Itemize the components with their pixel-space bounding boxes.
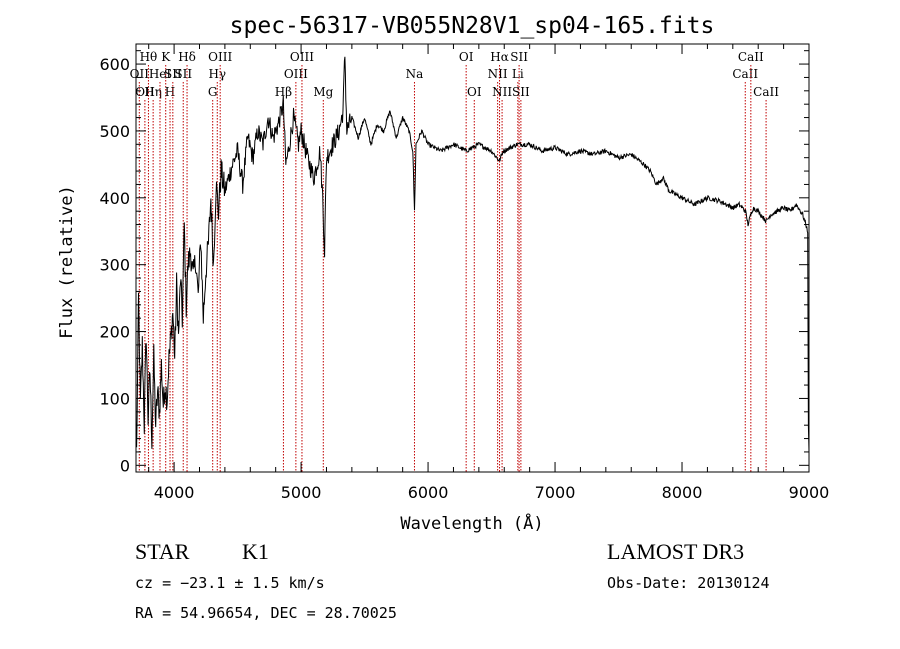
- line-label: Na: [406, 67, 424, 81]
- line-label: Hγ: [208, 67, 226, 81]
- object-subclass: K1: [242, 539, 269, 564]
- line-label: Li: [512, 67, 524, 81]
- x-tick-label: 4000: [154, 483, 195, 502]
- x-tick-label: 6000: [408, 483, 449, 502]
- survey-name: LAMOST DR3: [607, 539, 745, 564]
- line-label: OII: [130, 67, 150, 81]
- line-label: K: [161, 50, 171, 64]
- y-tick-label: 200: [99, 323, 130, 342]
- line-label: Hβ: [275, 85, 292, 99]
- x-tick-label: 9000: [789, 483, 830, 502]
- line-label: CaII: [753, 85, 779, 99]
- line-label: Hα: [490, 50, 509, 64]
- line-label: OI: [459, 50, 474, 64]
- y-tick-label: 0: [120, 456, 130, 475]
- line-label: Hθ: [140, 50, 158, 64]
- x-tick-label: 8000: [662, 483, 703, 502]
- line-label: OIII: [208, 50, 232, 64]
- axis-ticks: 4000 5000 6000 7000 8000 9000 0 100 200 300 400 500…: [99, 44, 829, 502]
- line-markers: OIIOIIHθHηHeIKHSIISIIHδGHγOIIIHβOIIIOIII…: [130, 50, 779, 472]
- line-label: NII: [488, 67, 508, 81]
- line-label: SII: [174, 67, 192, 81]
- spectrum-line: [136, 56, 810, 452]
- line-label: G: [208, 85, 218, 99]
- plot-frame: [135, 43, 810, 473]
- x-tick-label: 7000: [535, 483, 576, 502]
- line-label: SII: [512, 85, 530, 99]
- y-tick-label: 100: [99, 389, 130, 408]
- y-tick-label: 400: [99, 189, 130, 208]
- line-label: OII: [135, 85, 155, 99]
- y-tick-label: 500: [99, 122, 130, 141]
- line-label: OIII: [290, 50, 314, 64]
- line-label: OIII: [284, 67, 308, 81]
- line-label: Hδ: [178, 50, 196, 64]
- line-label: SII: [164, 67, 182, 81]
- line-label: H: [165, 85, 175, 99]
- line-label: Mg: [313, 85, 333, 99]
- object-class: STAR: [135, 539, 190, 564]
- line-label: CaII: [732, 67, 758, 81]
- x-axis-label: Wavelength (Å): [400, 512, 543, 534]
- redshift-cz: cz = −23.1 ± 1.5 km/s: [135, 574, 325, 592]
- y-axis-label: Flux (relative): [57, 185, 77, 339]
- y-tick-label: 600: [99, 55, 130, 74]
- chart-title: spec-56317-VB055N28V1_sp04-165.fits: [230, 13, 715, 39]
- line-label: Hη: [144, 85, 162, 99]
- line-label: OI: [467, 85, 482, 99]
- ra-dec-coordinates: RA = 54.96654, DEC = 28.70025: [135, 604, 397, 622]
- x-tick-label: 5000: [281, 483, 322, 502]
- line-label: SII: [510, 50, 528, 64]
- observation-date: Obs-Date: 20130124: [607, 574, 770, 592]
- line-label: NII: [492, 85, 512, 99]
- line-label: CaII: [738, 50, 764, 64]
- y-tick-label: 300: [99, 256, 130, 275]
